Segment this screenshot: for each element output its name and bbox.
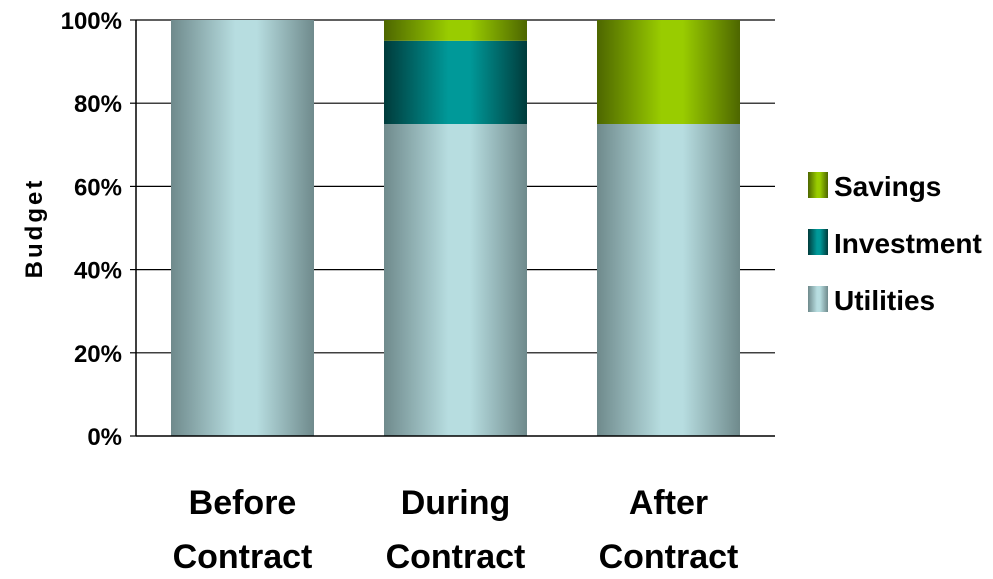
legend-label-savings: Savings [834,171,941,202]
x-category-label: After Contract [599,484,739,576]
bar-investment-1 [384,40,527,124]
y-tick-label: 20% [74,341,122,368]
legend-swatch-savings [808,172,828,198]
y-tick-label: 60% [74,174,122,201]
legend-label-utilities: Utilities [834,285,935,316]
legend-label-investment: Investment [834,228,982,259]
y-tick-label: 100% [61,8,122,35]
y-tick-label: 0% [87,424,122,451]
legend-swatch-utilities [808,286,828,312]
bars [171,20,740,436]
legend: Savings Investment Utilities [808,171,982,316]
bar-savings-2 [597,20,740,124]
bar-utilities-1 [384,124,527,436]
x-category-labels: Before Contract During Contract After Contrac… [173,484,739,576]
y-tick-label: 80% [74,91,122,118]
y-axis-title: Budget [21,178,48,279]
x-category-label: Before Contract [173,484,313,576]
legend-swatch-investment [808,229,828,255]
axes [135,20,775,437]
y-tick-label: 40% [74,258,122,285]
bar-savings-1 [384,20,527,41]
bar-utilities-0 [171,20,314,436]
bar-utilities-2 [597,124,740,436]
x-category-label: During Contract [386,484,526,576]
y-tick-labels: 0% 20% 40% 60% 80% 100% [61,8,122,451]
